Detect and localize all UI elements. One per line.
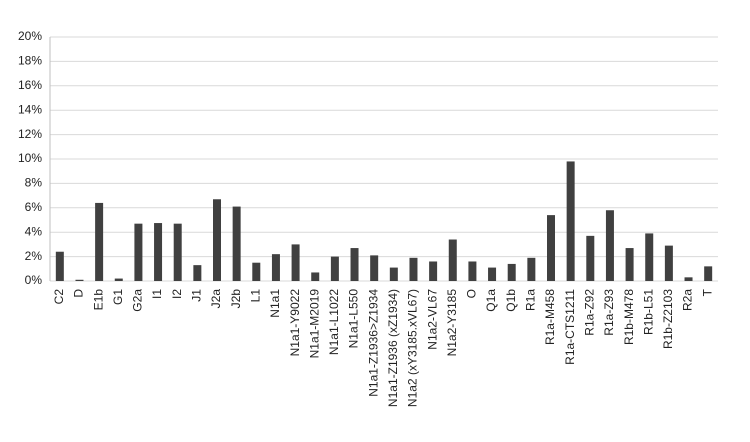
x-tick-label: N1a2-Y3185 (445, 289, 459, 357)
bar (193, 265, 202, 281)
x-tick-label: N1a1-L1022 (327, 289, 341, 355)
x-tick-label: N1a1-M2019 (307, 289, 321, 359)
x-tick-label: E1b (91, 289, 105, 311)
x-tick-label: N1a1-Z1936>Z1934 (366, 289, 380, 397)
x-tick-label: N1a1-L550 (347, 289, 361, 349)
x-tick-label: I2 (170, 289, 184, 299)
x-tick-label: Q1a (484, 289, 498, 312)
bar (330, 256, 339, 281)
x-tick-label: R1a-Z93 (602, 289, 616, 336)
x-tick-label: R1a-CTS1211 (563, 289, 577, 365)
bar (605, 210, 614, 281)
bar (625, 248, 634, 281)
x-tick-label: N1a1-Z1936 (xZ1934) (386, 289, 400, 407)
bar (55, 251, 64, 281)
bar (252, 262, 261, 281)
x-tick-label: T (700, 288, 714, 296)
bar (291, 244, 300, 281)
x-tick-label: Q1b (504, 289, 518, 312)
bar (370, 255, 379, 281)
bar (114, 278, 123, 281)
bar (271, 254, 280, 281)
bar (311, 272, 320, 281)
bar (95, 202, 104, 281)
x-tick-label: D (72, 289, 86, 298)
x-tick-label: R1b-L51 (641, 289, 655, 335)
y-tick-label: 2% (25, 249, 43, 263)
x-tick-label: R1a-Z92 (582, 289, 596, 336)
y-tick-label: 14% (18, 102, 42, 116)
x-tick-label: J2b (229, 289, 243, 309)
bar (488, 267, 497, 281)
x-tick-label: R1b-M478 (622, 289, 636, 345)
bar (213, 199, 221, 281)
bar (134, 223, 143, 281)
bar (547, 215, 555, 281)
bar (429, 261, 438, 281)
y-tick-label: 12% (18, 127, 42, 141)
x-tick-label: R1a (524, 289, 538, 311)
bar (664, 245, 673, 281)
bar (409, 257, 418, 281)
x-tick-label: N1a2 (xY3185.xVL67) (406, 289, 420, 407)
y-tick-label: 20% (18, 29, 42, 43)
y-tick-label: 6% (25, 200, 43, 214)
bar (527, 257, 536, 281)
bar (586, 235, 595, 281)
bar (350, 248, 359, 281)
bar (704, 266, 713, 281)
bar (389, 267, 398, 281)
y-tick-label: 16% (18, 78, 42, 92)
x-tick-label: R2a (681, 289, 695, 311)
bar (566, 161, 575, 281)
bar (684, 277, 693, 281)
x-tick-label: J2a (209, 289, 223, 309)
bar (468, 261, 477, 281)
x-tick-label: R1b-Z2103 (661, 289, 675, 349)
x-tick-label: G1 (111, 289, 125, 305)
x-tick-label: N1a1-Y9022 (288, 289, 302, 357)
bar (448, 239, 457, 281)
x-tick-label: R1a-M458 (543, 289, 557, 345)
x-tick-label: G2a (131, 289, 145, 312)
y-tick-label: 0% (25, 273, 43, 287)
bar (645, 233, 654, 281)
bar (75, 279, 84, 281)
x-tick-label: N1a2-VL67 (425, 289, 439, 350)
bar (232, 206, 241, 281)
bar (507, 263, 516, 281)
x-tick-label: C2 (52, 289, 66, 305)
y-tick-label: 10% (18, 151, 42, 165)
y-tick-label: 18% (18, 54, 42, 68)
x-tick-label: I1 (150, 289, 164, 299)
x-tick-label: J1 (190, 289, 204, 302)
y-tick-label: 4% (25, 224, 43, 238)
y-tick-label: 8% (25, 176, 43, 190)
bar (154, 223, 163, 281)
x-tick-label: L1 (248, 289, 262, 303)
x-tick-label: N1a1 (268, 289, 282, 318)
bar (173, 223, 182, 281)
x-tick-label: O (465, 289, 479, 298)
